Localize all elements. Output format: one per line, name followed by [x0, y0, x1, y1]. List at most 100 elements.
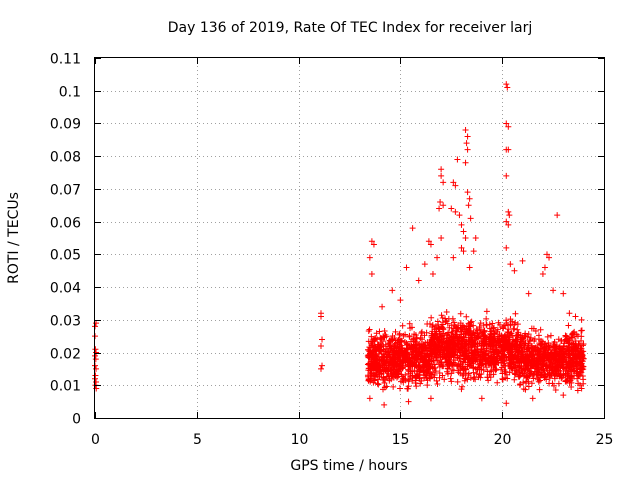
data-point [454, 341, 461, 348]
data-point [564, 337, 571, 344]
data-point [491, 349, 498, 356]
data-point [412, 380, 419, 387]
data-point [473, 354, 480, 361]
data-point [539, 271, 546, 277]
data-point [429, 348, 436, 355]
data-point [486, 321, 493, 328]
data-point [467, 215, 474, 222]
data-point [529, 395, 536, 402]
data-point [397, 385, 404, 392]
data-point [365, 367, 372, 374]
data-point [476, 371, 483, 378]
data-point [442, 318, 449, 325]
data-point [460, 228, 467, 235]
data-point [431, 364, 438, 371]
data-point [399, 322, 406, 329]
data-point [519, 351, 526, 358]
data-point [391, 359, 398, 366]
chart-title: Day 136 of 2019, Rate Of TEC Index for r… [168, 20, 533, 36]
data-point [541, 264, 548, 271]
data-point [502, 331, 509, 338]
data-point [436, 328, 443, 335]
data-point [460, 365, 467, 372]
data-point [528, 342, 535, 349]
data-point [546, 351, 553, 358]
data-point [379, 303, 386, 310]
data-point [470, 363, 477, 370]
data-point [429, 321, 436, 328]
data-point [424, 351, 431, 358]
data-point [472, 235, 479, 241]
data-point [440, 339, 447, 346]
data-point [499, 356, 506, 363]
data-point [453, 363, 460, 370]
data-point [424, 362, 431, 369]
data-point [567, 357, 574, 364]
y-tick-label: 0.02 [50, 347, 81, 363]
data-point [535, 364, 542, 371]
data-point [500, 346, 507, 353]
data-point [454, 156, 461, 163]
data-point [411, 331, 418, 338]
data-point [93, 365, 100, 372]
data-point [392, 340, 399, 347]
data-point [382, 367, 389, 374]
data-point [463, 140, 470, 147]
data-point [523, 361, 530, 368]
data-point [577, 349, 584, 356]
data-point [417, 380, 424, 387]
data-point [371, 377, 378, 384]
data-point [546, 254, 553, 261]
data-point [574, 375, 581, 382]
data-point [436, 350, 443, 357]
data-point [499, 376, 506, 383]
data-point [522, 386, 529, 393]
data-point [376, 368, 383, 375]
data-point [366, 350, 373, 357]
data-point [505, 208, 512, 215]
data-point [503, 218, 510, 225]
data-point [465, 320, 472, 327]
data-point [499, 324, 506, 331]
data-point [444, 357, 451, 364]
data-point [553, 342, 560, 349]
data-point [503, 400, 510, 407]
data-point [531, 355, 538, 362]
data-point [465, 202, 472, 209]
data-point [368, 369, 375, 376]
data-point [425, 370, 432, 377]
data-point [396, 336, 403, 343]
y-tick-label: 0.05 [50, 248, 81, 264]
data-point [418, 328, 425, 335]
data-point [417, 355, 424, 362]
data-point [510, 336, 517, 343]
data-point [509, 340, 516, 347]
data-point [534, 375, 541, 382]
data-point [545, 340, 552, 347]
data-point [419, 336, 426, 343]
y-tick-label: 0.07 [50, 183, 81, 199]
data-point [547, 332, 554, 339]
data-point [578, 327, 585, 334]
data-point [554, 367, 561, 374]
data-point [554, 212, 561, 219]
data-point [93, 349, 100, 356]
data-point [466, 356, 473, 363]
data-point [481, 327, 488, 334]
data-point [511, 376, 518, 383]
data-point [386, 343, 393, 350]
data-point [550, 287, 557, 294]
data-point [433, 331, 440, 338]
data-point [490, 338, 497, 345]
data-point [563, 378, 570, 385]
data-point [418, 350, 425, 357]
data-point [500, 362, 507, 369]
data-point [472, 329, 479, 336]
data-point [403, 264, 410, 271]
data-point [418, 345, 425, 352]
data-point [416, 368, 423, 375]
data-point [565, 322, 572, 329]
data-point [506, 353, 513, 360]
data-point [483, 347, 490, 354]
